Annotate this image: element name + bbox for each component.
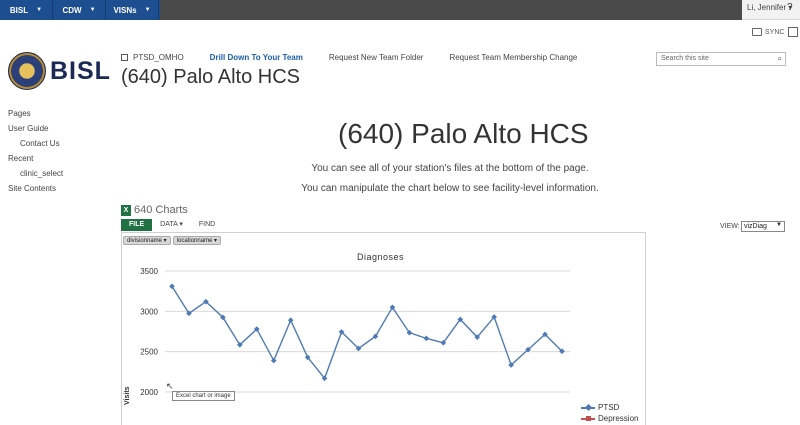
top-nav-request-membership[interactable]: Request Team Membership Change [449,53,578,62]
data-point-ptsd[interactable] [542,331,548,338]
excel-workbook-area [121,232,646,425]
data-point-ptsd[interactable] [203,298,209,305]
tooltip: Excel chart or image [172,391,235,401]
data-point-ptsd[interactable] [355,345,362,352]
quick-launch: Pages User Guide Contact Us Recent clini… [8,106,63,196]
data-point-ptsd[interactable] [304,354,311,361]
data-point-ptsd[interactable] [440,339,447,346]
search-input[interactable]: Search this site ⌕ [656,52,786,66]
chart-title: Diagnoses [357,252,405,262]
sync-icon [752,28,762,36]
data-point-ptsd[interactable] [186,310,192,317]
data-point-ptsd[interactable] [338,329,345,335]
excel-ribbon: FILE DATA ▾ FIND [121,219,223,231]
legend-item-ptsd[interactable]: PTSD [581,402,638,413]
top-nav-request-folder[interactable]: Request New Team Folder [328,53,424,62]
top-nav-drill-down[interactable]: Drill Down To Your Team [209,53,303,62]
chevron-down-icon: ▼ [36,7,43,13]
y-tick-label: 2000 [140,388,158,397]
view-label: VIEW: [720,223,740,230]
y-tick-label: 3000 [140,307,158,316]
filter-locationname[interactable]: locationname ▾ [172,236,222,245]
chevron-down-icon: ▼ [144,7,151,13]
chevron-down-icon: ▾ [788,3,793,12]
leftnav-clinic-select[interactable]: clinic_select [20,169,64,178]
intro-line-1: You can see all of your station's files … [311,163,589,174]
data-point-ptsd[interactable] [423,335,430,342]
search-placeholder: Search this site [661,55,709,62]
data-point-ptsd[interactable] [270,357,277,364]
site-logo[interactable]: BISL [8,52,111,90]
data-point-ptsd[interactable] [525,346,531,353]
share-icon [121,54,128,61]
data-point-ptsd[interactable] [474,334,481,340]
leftnav-pages[interactable]: Pages [8,109,31,118]
data-point-ptsd[interactable] [457,316,464,323]
leftnav-contact-us[interactable]: Contact Us [20,139,60,148]
intro-line-2: You can manipulate the chart below to se… [301,183,599,194]
mouse-cursor-icon: ↖ [166,381,174,391]
page-title: (640) Palo Alto HCS [338,118,589,149]
webpart-title: X 640 Charts [121,204,188,216]
view-select[interactable]: vizDiag ▼ [741,221,785,232]
leftnav-recent[interactable]: Recent [8,154,34,163]
series-line-ptsd[interactable] [171,285,563,380]
data-point-ptsd[interactable] [287,317,294,324]
legend-item-depression[interactable]: Depression [581,413,638,424]
legend-swatch-ptsd [581,403,595,411]
suite-nav-bisl[interactable]: BISL ▼ [0,0,53,20]
top-nav-ptsd-omho[interactable]: PTSD_OMHO [121,53,184,62]
chevron-down-icon: ▼ [776,222,782,228]
filter-divisionname[interactable]: divisionname ▾ [123,236,171,245]
tab-find[interactable]: FIND [198,221,216,228]
focus-on-content-icon[interactable] [788,27,798,37]
y-tick-label: 2500 [140,348,158,357]
pivot-filters: divisionname ▾ locationname ▾ [123,236,222,245]
excel-icon: X [121,204,131,216]
data-point-ptsd[interactable] [508,362,514,368]
leftnav-site-contents[interactable]: Site Contents [8,184,57,193]
tab-file[interactable]: FILE [121,219,153,231]
data-point-ptsd[interactable] [559,348,565,355]
suite-bar-fill [160,0,742,20]
data-point-ptsd[interactable] [169,283,175,290]
leftnav-user-guide[interactable]: User Guide [8,124,49,133]
data-point-ptsd[interactable] [220,314,226,321]
search-icon[interactable]: ⌕ [777,54,782,63]
site-title[interactable]: (640) Palo Alto HCS [121,66,300,88]
data-point-ptsd[interactable] [321,375,328,382]
sync-button[interactable]: SYNC [752,28,784,36]
chart-legend: PTSD Depression [581,402,638,424]
user-menu[interactable]: Li, Jennifer ▾ [747,3,793,12]
data-point-ptsd[interactable] [406,329,413,336]
data-point-ptsd[interactable] [389,304,396,311]
data-point-ptsd[interactable] [236,341,243,348]
legend-swatch-depression [581,415,595,421]
tab-data[interactable]: DATA ▾ [160,221,183,228]
data-point-ptsd[interactable] [491,314,498,320]
suite-nav: BISL ▼ CDW ▼ VISNs ▼ [0,0,160,20]
suite-nav-cdw[interactable]: CDW ▼ [53,0,106,20]
suite-nav-visns[interactable]: VISNs ▼ [106,0,159,20]
data-point-ptsd[interactable] [372,333,379,340]
top-nav: PTSD_OMHO Drill Down To Your Team Reques… [121,53,603,62]
help-icon[interactable]: ? [787,2,793,13]
y-tick-label: 3500 [140,267,158,276]
chevron-down-icon: ▼ [89,7,96,13]
va-seal-icon [8,52,46,90]
